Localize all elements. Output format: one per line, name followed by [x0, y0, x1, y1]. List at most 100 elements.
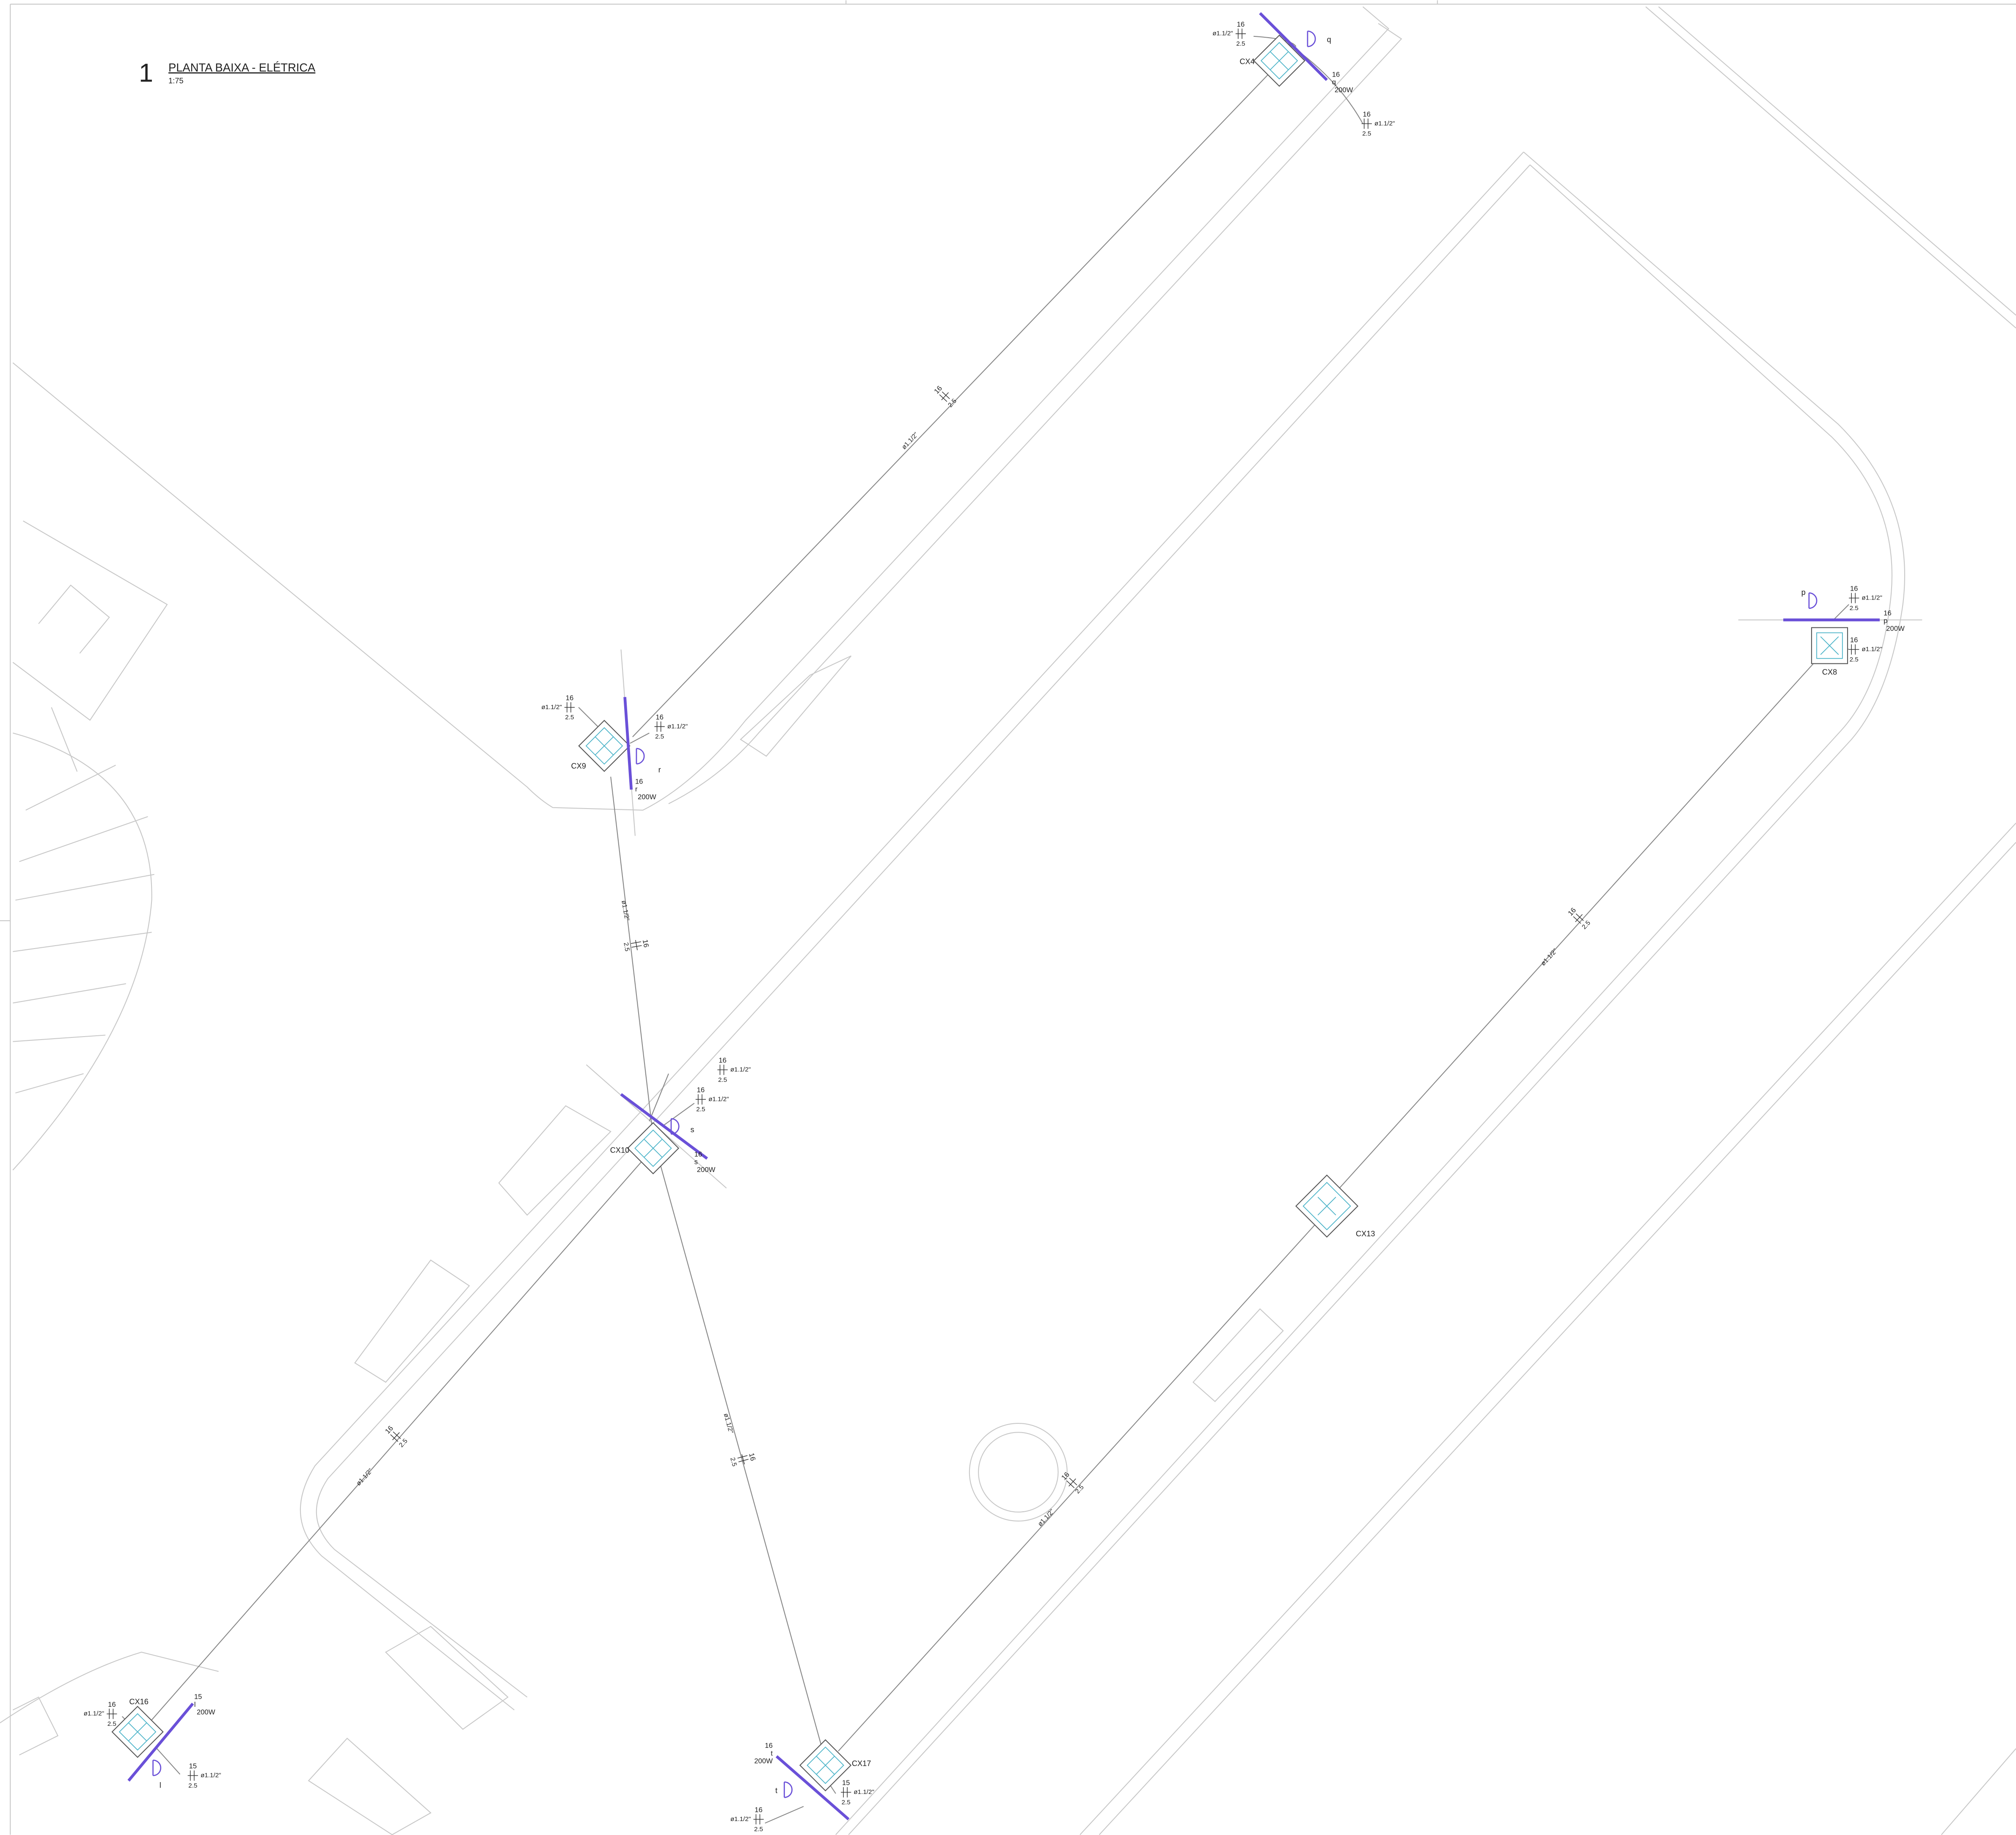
conduit-run: 152.5ø1.1/2" [841, 1779, 874, 1806]
luminaire-pole [623, 697, 633, 790]
wire-gauge: 15 [189, 1762, 197, 1770]
luminaire-symbol [783, 1781, 793, 1798]
lamp-wire: 16 [1332, 70, 1340, 78]
wire-gauge: 16 [1237, 20, 1245, 28]
drawing-scale: 1:75 [168, 77, 183, 85]
box-cross [1270, 51, 1289, 70]
wire-ticks [695, 1094, 706, 1105]
ground-gauge: 2.5 [729, 1457, 738, 1467]
lamp-power: 200W [638, 793, 656, 801]
junction-box: CX9 [571, 720, 631, 772]
box-cross [1317, 1197, 1336, 1216]
wire-ticks [1573, 913, 1584, 924]
luminaire-symbol [670, 1118, 680, 1135]
wire-ticks [390, 1431, 401, 1442]
wire-gauge: 16 [108, 1700, 116, 1708]
wire-gauge: 16 [1363, 110, 1371, 118]
circuit-letter: q [1327, 36, 1331, 44]
lamp-circuit: r [635, 785, 638, 793]
conduit-diameter: ø1.1/2" [1212, 30, 1233, 37]
conduit-run: 162.5ø1.1/2" [1849, 585, 1882, 612]
wire-gauge: 15 [842, 1779, 850, 1787]
wire-ticks [107, 1708, 117, 1719]
wire-ticks [1235, 28, 1246, 39]
luminaire-symbol [152, 1759, 162, 1776]
ground-gauge: 2.5 [718, 1076, 727, 1084]
wire-gauge: 16 [655, 713, 664, 721]
ground-gauge: 2.5 [107, 1720, 116, 1728]
lamp-circuit: l [194, 1700, 196, 1708]
ground-gauge: 2.5 [1236, 40, 1245, 47]
wire-ticks [1361, 118, 1372, 129]
wire-gauge: 16 [1566, 906, 1578, 918]
ground-gauge: 2.5 [1074, 1484, 1085, 1495]
conduit-run: 162.5ø1.1/2" [695, 1086, 729, 1113]
box-cross [1820, 636, 1839, 655]
conduit-run: 162.5ø1.1/2" [1361, 110, 1395, 138]
lamp-power: 200W [697, 1166, 716, 1174]
wire-gauge: 16 [932, 384, 944, 396]
conduit-run: 152.5ø1.1/2" [187, 1762, 221, 1789]
conduit-diameter: ø1.1/2" [84, 1710, 104, 1717]
circuit-letter: s [691, 1125, 694, 1134]
box-label: CX17 [852, 1759, 871, 1768]
lamp-wire: 16 [765, 1741, 773, 1750]
conduits [121, 36, 1849, 1824]
conduit-run: 16 2.5ø1.1/2" [541, 694, 575, 721]
lamp-wire: 16 [694, 1150, 702, 1158]
conduit-diameter: ø1.1/2" [541, 704, 562, 711]
conduit-run: 162.5ø1.1/2" [1540, 906, 1592, 967]
ground-gauge: 2.5 [398, 1437, 409, 1449]
junction-box: CX13 [1295, 1175, 1375, 1238]
box-label: CX9 [571, 762, 586, 770]
junction-box: CX17 [799, 1739, 871, 1791]
drawing-number: 1 [139, 58, 153, 87]
ground-gauge: 2.5 [754, 1826, 763, 1833]
ground-gauge: 2.5 [842, 1799, 851, 1806]
wire-gauge: 16 [1850, 585, 1858, 593]
box-label: CX4 [1239, 57, 1254, 66]
conduit-run: 162.5ø1.1/2" [654, 713, 688, 740]
conduit-run: 162.5ø1.1/2" [730, 1806, 764, 1833]
ground-gauge: 2.5 [622, 942, 631, 952]
conduit-diameter: ø1.1/2" [730, 1066, 751, 1073]
conduit-diameter: ø1.1/2" [1540, 947, 1559, 967]
ground-gauge: 2.5 [696, 1106, 705, 1113]
lamp-power: 200W [1886, 625, 1905, 633]
luminaire-symbol [1307, 30, 1316, 47]
lamp-wire: 16 [1884, 609, 1892, 617]
wire-ticks [654, 721, 665, 732]
box-cross [816, 1756, 835, 1775]
junction-box: CX10 [610, 1122, 680, 1175]
box-label: CX8 [1822, 668, 1837, 677]
wire-gauge: 16 [697, 1086, 705, 1094]
conduit-diameter: ø1.1/2" [355, 1467, 374, 1487]
circuit-letter: p [1801, 588, 1806, 597]
box-label: CX16 [129, 1697, 149, 1706]
box-inner [807, 1746, 844, 1784]
luminaire-pole [127, 1703, 194, 1782]
junction-box: CX4 [1239, 34, 1305, 87]
ground-gauge: 2.5 [565, 714, 574, 721]
luminaire-pole [775, 1755, 850, 1821]
conduit-run: 162.5ø1.1/2" [1036, 1470, 1085, 1527]
wire-ticks [631, 940, 642, 950]
conduit-diameter: ø1.1/2" [730, 1816, 751, 1823]
wire-ticks [737, 1454, 749, 1465]
box-inner [1816, 632, 1843, 659]
wire-gauge: 16 [566, 694, 574, 702]
lamp-circuit: p [1884, 617, 1887, 625]
ground-gauge: 2.5 [1850, 656, 1859, 663]
conduit-run: 16 2.5ø1.1/2" [84, 1700, 117, 1728]
junction-box: CX16 [111, 1697, 164, 1758]
conduit-diameter: ø1.1/2" [667, 723, 688, 730]
lamp-power: 200W [754, 1757, 773, 1765]
wire-gauge: 16 [641, 939, 650, 948]
